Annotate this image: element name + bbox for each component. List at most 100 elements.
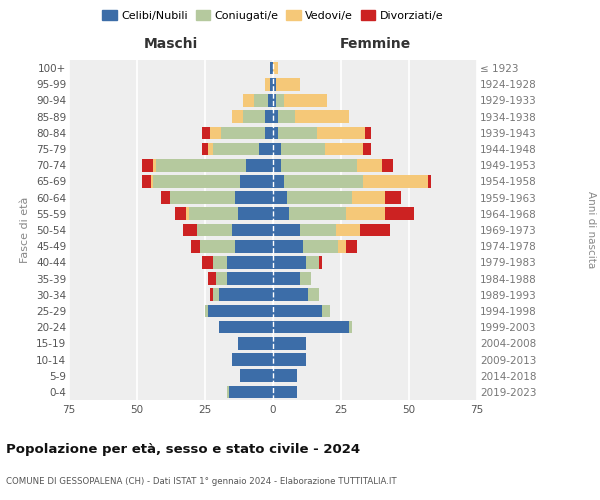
Bar <box>273 288 308 301</box>
Bar <box>208 304 273 318</box>
Bar <box>273 110 278 123</box>
Bar <box>363 175 428 188</box>
Legend: Celibi/Nubili, Coniugati/e, Vedovi/e, Divorziati/e: Celibi/Nubili, Coniugati/e, Vedovi/e, Di… <box>98 6 448 25</box>
Bar <box>205 304 208 318</box>
Bar <box>151 175 154 188</box>
Bar <box>161 192 170 204</box>
Bar <box>270 78 273 90</box>
Bar <box>346 208 385 220</box>
Bar <box>273 240 303 252</box>
Bar <box>218 321 273 334</box>
Bar <box>218 288 273 301</box>
Bar <box>232 224 273 236</box>
Bar <box>202 256 213 268</box>
Bar <box>281 142 325 156</box>
Bar <box>227 272 273 285</box>
Bar <box>270 62 273 74</box>
Bar <box>197 224 232 236</box>
Bar <box>265 78 270 90</box>
Bar <box>289 208 346 220</box>
Bar <box>346 240 358 252</box>
Bar <box>273 321 349 334</box>
Bar <box>273 386 298 398</box>
Bar <box>338 240 346 252</box>
Bar <box>317 126 365 139</box>
Bar <box>273 192 287 204</box>
Bar <box>287 192 352 204</box>
Bar <box>308 288 319 301</box>
Bar <box>273 272 300 285</box>
Text: Popolazione per età, sesso e stato civile - 2024: Popolazione per età, sesso e stato civil… <box>6 442 360 456</box>
Bar <box>281 159 358 172</box>
Bar <box>211 288 213 301</box>
Bar <box>428 175 431 188</box>
Bar <box>300 272 311 285</box>
Bar <box>385 192 401 204</box>
Bar <box>265 126 273 139</box>
Bar <box>154 159 156 172</box>
Bar <box>273 337 305 349</box>
Bar <box>200 240 235 252</box>
Bar <box>322 304 330 318</box>
Bar <box>216 272 227 285</box>
Bar <box>325 142 363 156</box>
Bar <box>276 78 300 90</box>
Bar <box>335 224 360 236</box>
Bar <box>273 208 289 220</box>
Bar <box>142 159 154 172</box>
Bar <box>241 175 273 188</box>
Bar <box>273 62 278 74</box>
Bar <box>276 94 284 107</box>
Bar <box>268 94 273 107</box>
Bar <box>142 175 151 188</box>
Bar <box>273 256 305 268</box>
Bar <box>227 256 273 268</box>
Bar <box>175 208 186 220</box>
Bar <box>360 224 390 236</box>
Bar <box>273 224 300 236</box>
Bar <box>273 78 276 90</box>
Bar <box>382 159 392 172</box>
Bar <box>300 224 335 236</box>
Bar <box>235 192 273 204</box>
Bar <box>365 126 371 139</box>
Bar <box>213 142 259 156</box>
Bar <box>183 224 197 236</box>
Bar <box>273 304 322 318</box>
Text: Anni di nascita: Anni di nascita <box>586 192 596 268</box>
Bar <box>349 321 352 334</box>
Bar <box>265 110 273 123</box>
Bar <box>188 208 238 220</box>
Bar <box>319 256 322 268</box>
Bar <box>284 175 363 188</box>
Bar <box>352 192 385 204</box>
Bar <box>170 192 235 204</box>
Bar <box>213 256 227 268</box>
Bar <box>227 386 229 398</box>
Bar <box>202 142 208 156</box>
Bar <box>238 208 273 220</box>
Bar <box>295 110 349 123</box>
Bar <box>221 126 265 139</box>
Bar <box>229 386 273 398</box>
Bar <box>278 110 295 123</box>
Bar <box>284 94 328 107</box>
Bar <box>232 353 273 366</box>
Bar <box>305 256 319 268</box>
Bar <box>273 159 281 172</box>
Bar <box>186 208 188 220</box>
Bar <box>273 370 298 382</box>
Bar <box>241 370 273 382</box>
Bar <box>358 159 382 172</box>
Bar <box>156 159 246 172</box>
Bar <box>191 240 200 252</box>
Bar <box>208 272 216 285</box>
Bar <box>273 94 276 107</box>
Bar <box>243 94 254 107</box>
Y-axis label: Fasce di età: Fasce di età <box>20 197 31 263</box>
Text: COMUNE DI GESSOPALENA (CH) - Dati ISTAT 1° gennaio 2024 - Elaborazione TUTTITALI: COMUNE DI GESSOPALENA (CH) - Dati ISTAT … <box>6 478 397 486</box>
Bar <box>235 240 273 252</box>
Bar <box>238 337 273 349</box>
Bar <box>202 126 211 139</box>
Bar <box>208 142 213 156</box>
